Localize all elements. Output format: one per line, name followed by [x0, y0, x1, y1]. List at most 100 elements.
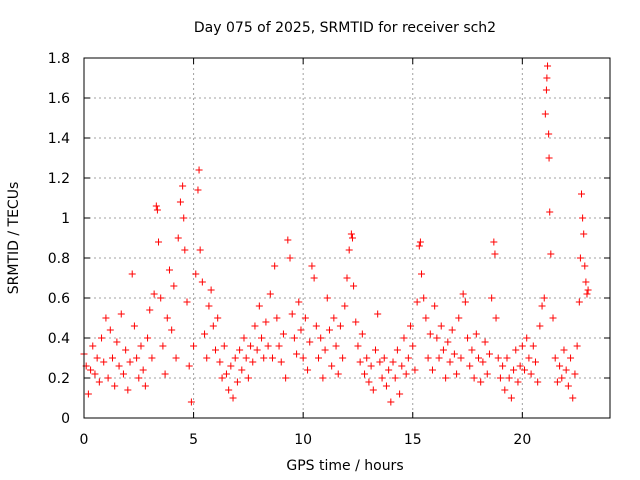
- data-point: [450, 350, 458, 358]
- data-point: [551, 354, 559, 362]
- data-point: [348, 234, 356, 242]
- data-point: [564, 382, 572, 390]
- data-point: [133, 354, 141, 362]
- data-point: [503, 354, 511, 362]
- data-point: [218, 374, 226, 382]
- data-point: [453, 370, 461, 378]
- data-point: [387, 398, 395, 406]
- data-point: [174, 234, 182, 242]
- data-point: [409, 342, 417, 350]
- data-point: [183, 298, 191, 306]
- data-point: [284, 236, 292, 244]
- data-point: [332, 342, 340, 350]
- data-point: [179, 182, 187, 190]
- data-point: [380, 354, 388, 362]
- data-point: [470, 374, 478, 382]
- data-point: [87, 366, 95, 374]
- data-point: [141, 382, 149, 390]
- chart-title: Day 075 of 2025, SRMTID for receiver sch…: [194, 20, 496, 36]
- data-point: [308, 262, 316, 270]
- data-point: [547, 250, 555, 258]
- data-point: [126, 358, 134, 366]
- data-point: [152, 202, 160, 210]
- data-point: [531, 358, 539, 366]
- data-point: [290, 334, 298, 342]
- data-point: [249, 358, 257, 366]
- data-point: [172, 354, 180, 362]
- data-point: [198, 278, 206, 286]
- data-point: [122, 346, 130, 354]
- data-point: [165, 266, 173, 274]
- data-point: [113, 338, 121, 346]
- data-point: [345, 246, 353, 254]
- data-point: [312, 322, 320, 330]
- data-point: [146, 306, 154, 314]
- data-point: [306, 338, 314, 346]
- data-point: [214, 314, 222, 322]
- data-point: [334, 370, 342, 378]
- data-point: [545, 130, 553, 138]
- data-point: [317, 334, 325, 342]
- data-point: [562, 366, 570, 374]
- data-point: [543, 74, 551, 82]
- data-point: [108, 354, 116, 362]
- data-point: [363, 354, 371, 362]
- data-point: [525, 354, 533, 362]
- data-point: [148, 354, 156, 362]
- data-point: [244, 374, 252, 382]
- data-point: [117, 310, 125, 318]
- data-point: [536, 322, 544, 330]
- x-tick-labels: 0 5 10 15 20: [80, 432, 532, 448]
- x-tick-label: 0: [80, 432, 89, 448]
- data-point: [413, 298, 421, 306]
- data-point: [328, 362, 336, 370]
- data-point: [544, 62, 552, 70]
- y-tick-label: 1.6: [48, 91, 70, 107]
- data-point: [180, 214, 188, 222]
- data-point: [354, 342, 362, 350]
- x-tick-label: 10: [294, 432, 312, 448]
- data-point: [271, 262, 279, 270]
- data-point: [371, 346, 379, 354]
- data-point: [444, 338, 452, 346]
- data-point: [466, 362, 474, 370]
- data-point: [212, 346, 219, 354]
- data-point: [260, 354, 268, 362]
- data-point: [236, 346, 244, 354]
- data-point: [98, 334, 106, 342]
- data-point: [266, 290, 274, 298]
- data-point: [510, 366, 518, 374]
- data-point: [350, 282, 358, 290]
- data-point: [455, 314, 463, 322]
- data-point: [442, 374, 450, 382]
- plot-frame: [83, 57, 611, 419]
- y-tick-label: 0: [61, 411, 70, 427]
- data-point: [187, 398, 195, 406]
- data-point: [505, 374, 513, 382]
- data-point: [286, 254, 294, 262]
- data-point: [352, 318, 360, 326]
- data-point: [521, 366, 529, 374]
- data-point: [255, 302, 263, 310]
- data-point: [541, 110, 549, 118]
- data-point: [319, 374, 327, 382]
- data-point: [411, 366, 419, 374]
- data-point: [93, 354, 101, 362]
- data-point: [457, 354, 465, 362]
- data-point: [426, 330, 434, 338]
- data-point: [420, 294, 428, 302]
- data-point: [242, 354, 250, 362]
- data-point: [529, 342, 537, 350]
- data-point: [356, 358, 364, 366]
- data-point: [431, 302, 439, 310]
- data-point: [361, 370, 369, 378]
- data-point: [468, 346, 476, 354]
- data-point: [91, 370, 99, 378]
- data-point: [330, 314, 338, 322]
- data-point: [222, 370, 230, 378]
- data-point: [374, 310, 382, 318]
- data-point: [459, 290, 467, 298]
- data-point: [115, 362, 123, 370]
- data-point: [415, 242, 423, 250]
